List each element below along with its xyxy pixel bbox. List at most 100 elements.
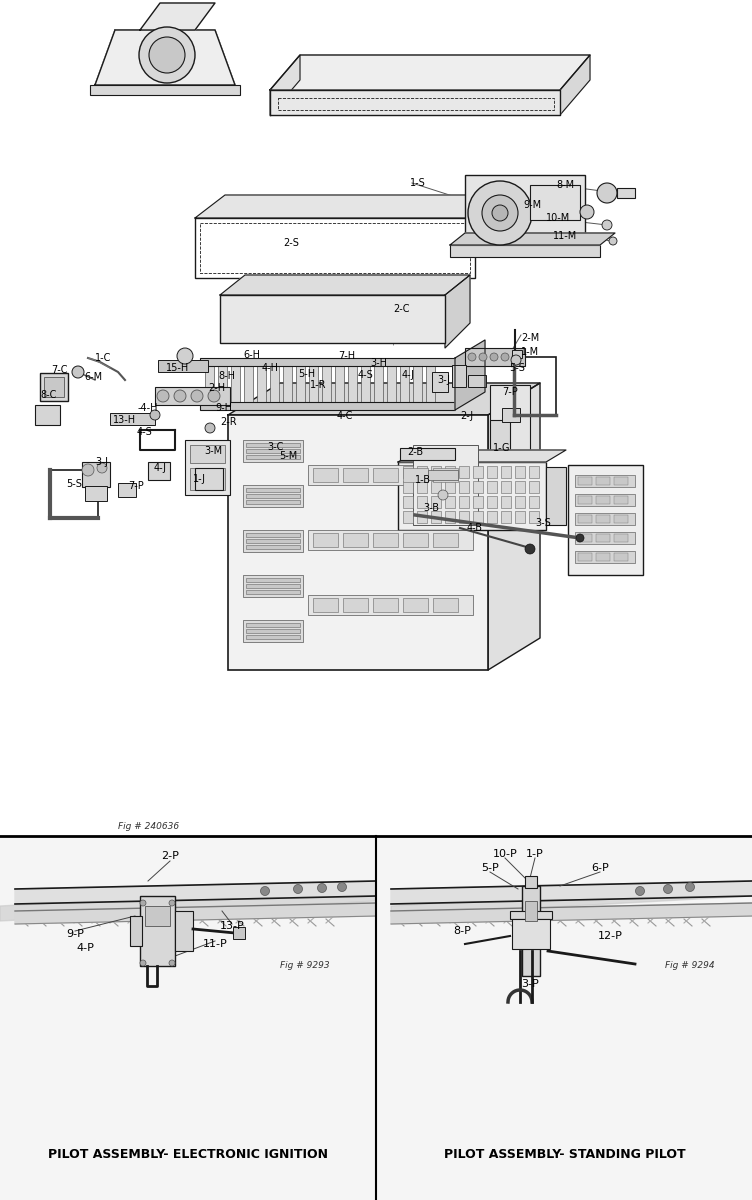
Circle shape bbox=[260, 887, 269, 895]
Bar bbox=[614, 515, 628, 523]
Bar bbox=[200, 402, 455, 410]
Text: 8-P: 8-P bbox=[453, 926, 471, 936]
Bar bbox=[343, 468, 368, 482]
Circle shape bbox=[602, 220, 612, 230]
Polygon shape bbox=[95, 30, 235, 85]
Bar bbox=[515, 496, 525, 508]
Bar bbox=[428, 470, 458, 480]
Circle shape bbox=[525, 544, 535, 554]
Circle shape bbox=[663, 884, 672, 894]
Text: 1-M: 1-M bbox=[521, 347, 539, 358]
Bar bbox=[200, 358, 455, 366]
Bar bbox=[185, 440, 230, 494]
Text: 9-P: 9-P bbox=[66, 929, 84, 938]
Bar bbox=[487, 481, 497, 493]
Polygon shape bbox=[560, 55, 590, 115]
Bar bbox=[465, 348, 525, 366]
Bar bbox=[445, 466, 455, 478]
Bar bbox=[148, 462, 170, 480]
Text: 4-B: 4-B bbox=[467, 523, 483, 533]
Bar bbox=[373, 533, 398, 547]
Text: 7-C: 7-C bbox=[51, 365, 68, 374]
Text: 2-B: 2-B bbox=[407, 446, 423, 457]
Bar bbox=[175, 911, 193, 950]
Text: PILOT ASSEMBLY- STANDING PILOT: PILOT ASSEMBLY- STANDING PILOT bbox=[444, 1148, 686, 1162]
Text: 3-J: 3-J bbox=[437, 374, 450, 385]
Bar bbox=[244, 366, 253, 402]
Bar bbox=[243, 620, 303, 642]
Bar bbox=[468, 374, 486, 386]
Circle shape bbox=[72, 366, 84, 378]
Text: 1-C: 1-C bbox=[95, 353, 111, 362]
Polygon shape bbox=[195, 194, 505, 218]
Bar bbox=[596, 496, 610, 504]
Bar bbox=[246, 584, 300, 588]
Bar bbox=[110, 413, 155, 425]
Bar bbox=[374, 366, 383, 402]
Polygon shape bbox=[270, 55, 590, 90]
Bar bbox=[578, 534, 592, 542]
Bar bbox=[398, 462, 546, 530]
Bar bbox=[433, 468, 458, 482]
Bar bbox=[417, 481, 427, 493]
Bar bbox=[257, 366, 266, 402]
Bar bbox=[387, 366, 396, 402]
Circle shape bbox=[149, 37, 185, 73]
Text: 8-C: 8-C bbox=[40, 390, 56, 400]
Circle shape bbox=[482, 194, 518, 230]
Text: 1-P: 1-P bbox=[526, 850, 544, 859]
Bar bbox=[487, 511, 497, 523]
Bar bbox=[529, 511, 539, 523]
Bar bbox=[525, 876, 537, 888]
Polygon shape bbox=[220, 275, 470, 295]
Text: 2-H: 2-H bbox=[208, 383, 225, 392]
Bar bbox=[510, 911, 552, 919]
Text: 3-J: 3-J bbox=[95, 457, 108, 467]
Bar bbox=[313, 468, 338, 482]
Text: 4-S: 4-S bbox=[358, 370, 374, 380]
Text: 11-M: 11-M bbox=[553, 230, 578, 241]
Bar bbox=[246, 590, 300, 594]
Text: 2-M: 2-M bbox=[521, 332, 539, 343]
Bar bbox=[403, 481, 413, 493]
Text: 1-J: 1-J bbox=[193, 474, 206, 484]
Bar bbox=[118, 482, 136, 497]
Bar bbox=[431, 466, 441, 478]
Bar bbox=[205, 366, 214, 402]
Polygon shape bbox=[15, 881, 376, 904]
Bar bbox=[522, 886, 540, 976]
Bar bbox=[309, 366, 318, 402]
Bar bbox=[403, 598, 428, 612]
Bar bbox=[335, 366, 344, 402]
Bar bbox=[614, 496, 628, 504]
Bar bbox=[459, 466, 469, 478]
Circle shape bbox=[438, 490, 448, 500]
Bar bbox=[575, 475, 635, 487]
Bar bbox=[578, 476, 592, 485]
Bar bbox=[452, 365, 466, 386]
Bar bbox=[596, 476, 610, 485]
Bar bbox=[246, 635, 300, 638]
Text: 4-S: 4-S bbox=[137, 427, 153, 437]
Bar bbox=[190, 468, 225, 490]
Circle shape bbox=[338, 882, 347, 892]
Bar bbox=[431, 481, 441, 493]
Bar bbox=[313, 598, 338, 612]
Bar bbox=[417, 511, 427, 523]
Text: 4-H: 4-H bbox=[262, 362, 279, 373]
Circle shape bbox=[169, 900, 175, 906]
Circle shape bbox=[157, 390, 169, 402]
Bar bbox=[514, 358, 556, 415]
Bar bbox=[243, 440, 303, 462]
Text: 7-H: 7-H bbox=[338, 350, 355, 361]
Bar bbox=[195, 468, 223, 490]
Text: 3-C: 3-C bbox=[267, 442, 284, 452]
Text: 13-P: 13-P bbox=[220, 922, 244, 931]
Circle shape bbox=[191, 390, 203, 402]
Bar bbox=[44, 377, 64, 397]
Circle shape bbox=[97, 463, 107, 473]
Bar bbox=[348, 366, 357, 402]
Bar bbox=[530, 185, 580, 220]
Bar bbox=[228, 415, 488, 670]
Circle shape bbox=[140, 900, 146, 906]
